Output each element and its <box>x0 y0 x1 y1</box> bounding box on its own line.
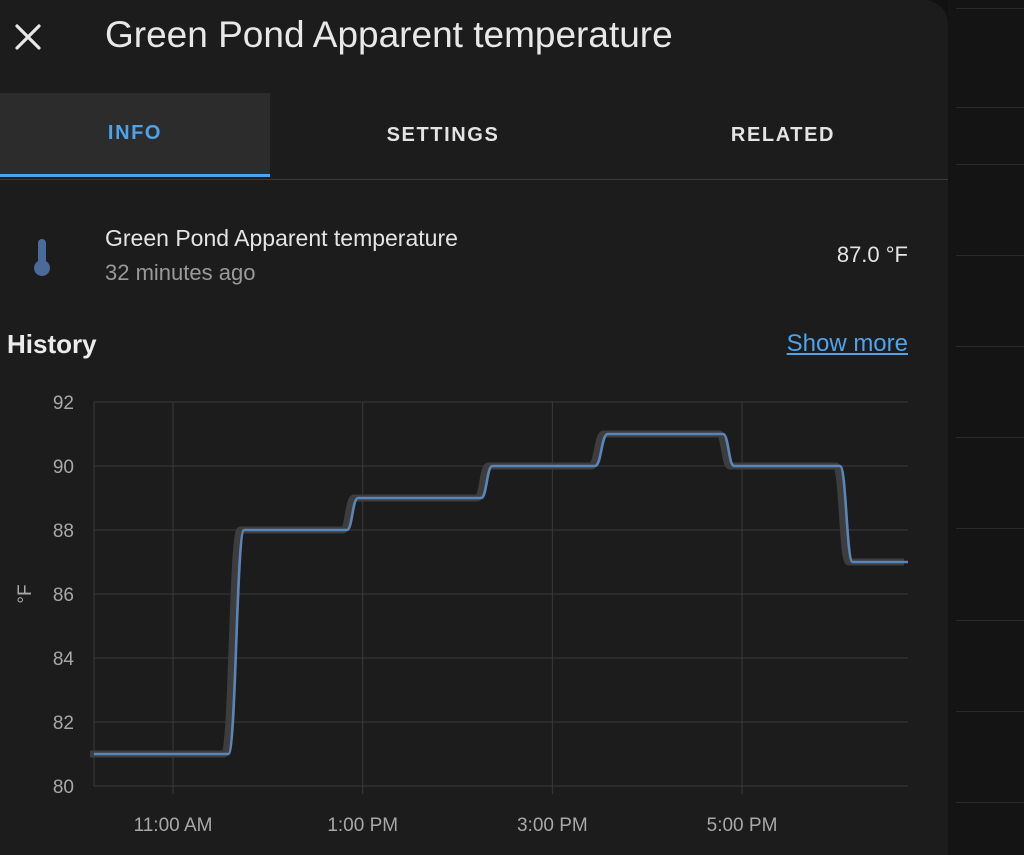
divider <box>956 255 1024 256</box>
close-button[interactable] <box>6 12 50 62</box>
divider <box>956 107 1024 108</box>
tab-related[interactable]: RELATED <box>640 93 926 177</box>
background-page <box>948 0 1024 855</box>
x-tick-label: 1:00 PM <box>327 815 398 836</box>
x-tick-label: 11:00 AM <box>134 815 213 836</box>
divider <box>956 437 1024 438</box>
y-tick-label: 82 <box>53 713 74 734</box>
tab-label: INFO <box>107 122 163 144</box>
y-tick-label: 88 <box>53 521 74 542</box>
divider <box>956 620 1024 621</box>
series-line[interactable] <box>94 432 908 756</box>
divider <box>956 802 1024 803</box>
history-title: History <box>7 329 97 359</box>
thermometer-icon <box>34 239 50 276</box>
x-tick-label: 3:00 PM <box>517 815 588 836</box>
y-tick-label: 80 <box>53 777 74 798</box>
divider <box>956 164 1024 165</box>
dialog-title: Green Pond Apparent temperature <box>105 14 673 55</box>
y-tick-label: 92 <box>53 393 74 414</box>
more-info-dialog: Green Pond Apparent temperature INFO SET… <box>0 0 948 855</box>
y-tick-label: 84 <box>53 649 75 670</box>
close-icon <box>15 24 41 50</box>
tab-settings[interactable]: SETTINGS <box>300 93 586 177</box>
entity-name: Green Pond Apparent temperature <box>105 225 458 251</box>
y-tick-label: 86 <box>53 585 74 606</box>
divider <box>956 528 1024 529</box>
history-chart[interactable]: 92 90 88 86 84 82 80 11:00 AM 1:00 PM 3:00 PM 5:00… <box>0 380 948 840</box>
last-changed: 32 minutes ago <box>105 260 256 285</box>
tab-label: SETTINGS <box>386 123 500 146</box>
y-tick-label: 90 <box>53 457 74 478</box>
divider <box>956 8 1024 9</box>
divider <box>956 711 1024 712</box>
x-tick-label: 5:00 PM <box>707 815 778 836</box>
tab-bar: INFO SETTINGS RELATED <box>0 93 948 180</box>
tab-label: RELATED <box>730 123 836 146</box>
tab-info[interactable]: INFO <box>0 93 270 177</box>
entity-state[interactable]: 87.0 °F <box>836 242 908 267</box>
divider <box>956 346 1024 347</box>
show-more-link[interactable]: Show more <box>786 330 908 357</box>
y-axis-label: °F <box>15 584 36 603</box>
